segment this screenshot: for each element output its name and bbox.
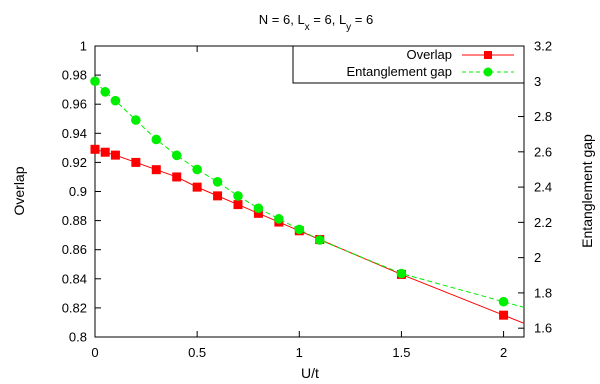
y-left-tick-label: 0.94 bbox=[62, 126, 87, 141]
y-left-tick-label: 0.8 bbox=[69, 330, 87, 345]
data-point-entanglement-gap bbox=[233, 191, 243, 201]
x-tick-label: 2 bbox=[500, 345, 507, 360]
chart-title-tail: = 6 bbox=[351, 12, 373, 27]
series-line-overlap bbox=[94, 148, 525, 324]
chart-title: N = 6, Lx = 6, Ly = 6 bbox=[259, 12, 373, 33]
data-point-entanglement-gap bbox=[90, 76, 100, 87]
chart-title-sub-x: x bbox=[305, 22, 310, 33]
data-point-entanglement-gap bbox=[171, 150, 182, 161]
data-point-entanglement-gap bbox=[294, 224, 305, 235]
data-point-entanglement-gap bbox=[110, 95, 121, 106]
data-point-entanglement-gap bbox=[498, 296, 509, 307]
data-point-overlap bbox=[253, 208, 263, 218]
y-left-tick-label: 0.88 bbox=[62, 213, 87, 228]
y-left-tick-label: 0.82 bbox=[62, 300, 87, 315]
legend-label-overlap: Overlap bbox=[406, 47, 452, 62]
series-line-entanglement-gap bbox=[94, 80, 525, 308]
legend-marker-overlap bbox=[484, 51, 492, 59]
y-right-tick-label: 2.2 bbox=[534, 215, 552, 230]
y-right-tick-label: 1.6 bbox=[534, 321, 552, 336]
data-point-overlap bbox=[233, 200, 243, 210]
y-right-tick-label: 2.8 bbox=[534, 109, 552, 124]
y-axis-right: 1.6 1.8 2 2.2 2.4 2.6 2.8 3 3.2 bbox=[518, 39, 552, 336]
legend-label-entanglement-gap: Entanglement gap bbox=[346, 64, 452, 79]
x-tick-label: 1.5 bbox=[392, 345, 410, 360]
data-point-entanglement-gap bbox=[131, 115, 141, 125]
data-point-overlap bbox=[499, 310, 509, 320]
chart-title-sub-y: y bbox=[346, 22, 351, 33]
y-right-tick-label: 3.2 bbox=[534, 39, 552, 54]
legend: Overlap Entanglement gap bbox=[292, 45, 525, 84]
x-tick-label: 1 bbox=[296, 345, 303, 360]
legend-marker-entanglement-gap bbox=[483, 67, 493, 77]
chart-title-mid: = 6, L bbox=[310, 12, 347, 27]
y-axis-left: 0.8 0.82 0.84 0.86 0.88 0.9 0.92 0.94 0.96 0.98 1 bbox=[62, 39, 101, 345]
data-point-entanglement-gap bbox=[212, 177, 223, 187]
y-left-tick-label: 1 bbox=[80, 39, 87, 54]
data-point-entanglement-gap bbox=[274, 214, 284, 224]
data-point-overlap bbox=[90, 144, 100, 154]
y-axis-left-title: Overlap bbox=[11, 166, 27, 215]
data-point-overlap bbox=[100, 147, 110, 157]
data-point-entanglement-gap bbox=[100, 87, 111, 97]
data-point-overlap bbox=[131, 157, 141, 167]
plot-frame bbox=[94, 45, 525, 338]
data-point-entanglement-gap bbox=[314, 235, 325, 245]
y-left-tick-label: 0.9 bbox=[69, 184, 87, 199]
series-layer bbox=[90, 76, 525, 324]
y-right-tick-label: 1.8 bbox=[534, 285, 552, 300]
y-left-tick-label: 0.92 bbox=[62, 155, 87, 170]
data-point-entanglement-gap bbox=[151, 134, 162, 145]
chart-title-main: N = 6, L bbox=[259, 12, 305, 27]
x-axis: 0 0.5 1 1.5 2 bbox=[91, 46, 507, 360]
y-right-tick-label: 2.4 bbox=[534, 180, 552, 195]
y-left-tick-label: 0.84 bbox=[62, 271, 87, 286]
y-left-tick-label: 0.98 bbox=[62, 68, 87, 83]
y-right-tick-label: 2.6 bbox=[534, 144, 552, 159]
data-point-overlap bbox=[192, 182, 202, 192]
data-point-overlap bbox=[110, 150, 120, 160]
y-left-tick-label: 0.86 bbox=[62, 242, 87, 257]
x-axis-title: U/t bbox=[301, 365, 319, 381]
y-right-tick-label: 2 bbox=[534, 250, 541, 265]
y-right-tick-label: 3 bbox=[534, 74, 541, 89]
data-point-overlap bbox=[172, 172, 182, 182]
y-axis-right-title: Entanglement gap bbox=[579, 134, 595, 248]
data-point-overlap bbox=[151, 165, 161, 175]
data-point-overlap bbox=[213, 191, 223, 201]
x-tick-label: 0 bbox=[91, 345, 98, 360]
x-tick-label: 0.5 bbox=[188, 345, 206, 360]
data-point-entanglement-gap bbox=[192, 164, 202, 175]
y-left-tick-label: 0.96 bbox=[62, 97, 87, 112]
data-point-entanglement-gap bbox=[253, 203, 264, 214]
data-point-entanglement-gap bbox=[396, 268, 407, 279]
